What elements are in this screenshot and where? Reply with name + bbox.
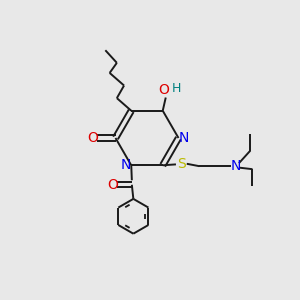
Text: O: O [87, 131, 98, 145]
Text: N: N [121, 158, 131, 172]
Text: N: N [179, 131, 189, 145]
Text: O: O [158, 83, 169, 97]
Text: H: H [171, 82, 181, 95]
Text: O: O [107, 178, 118, 192]
Text: N: N [231, 159, 241, 173]
Text: S: S [177, 157, 186, 171]
